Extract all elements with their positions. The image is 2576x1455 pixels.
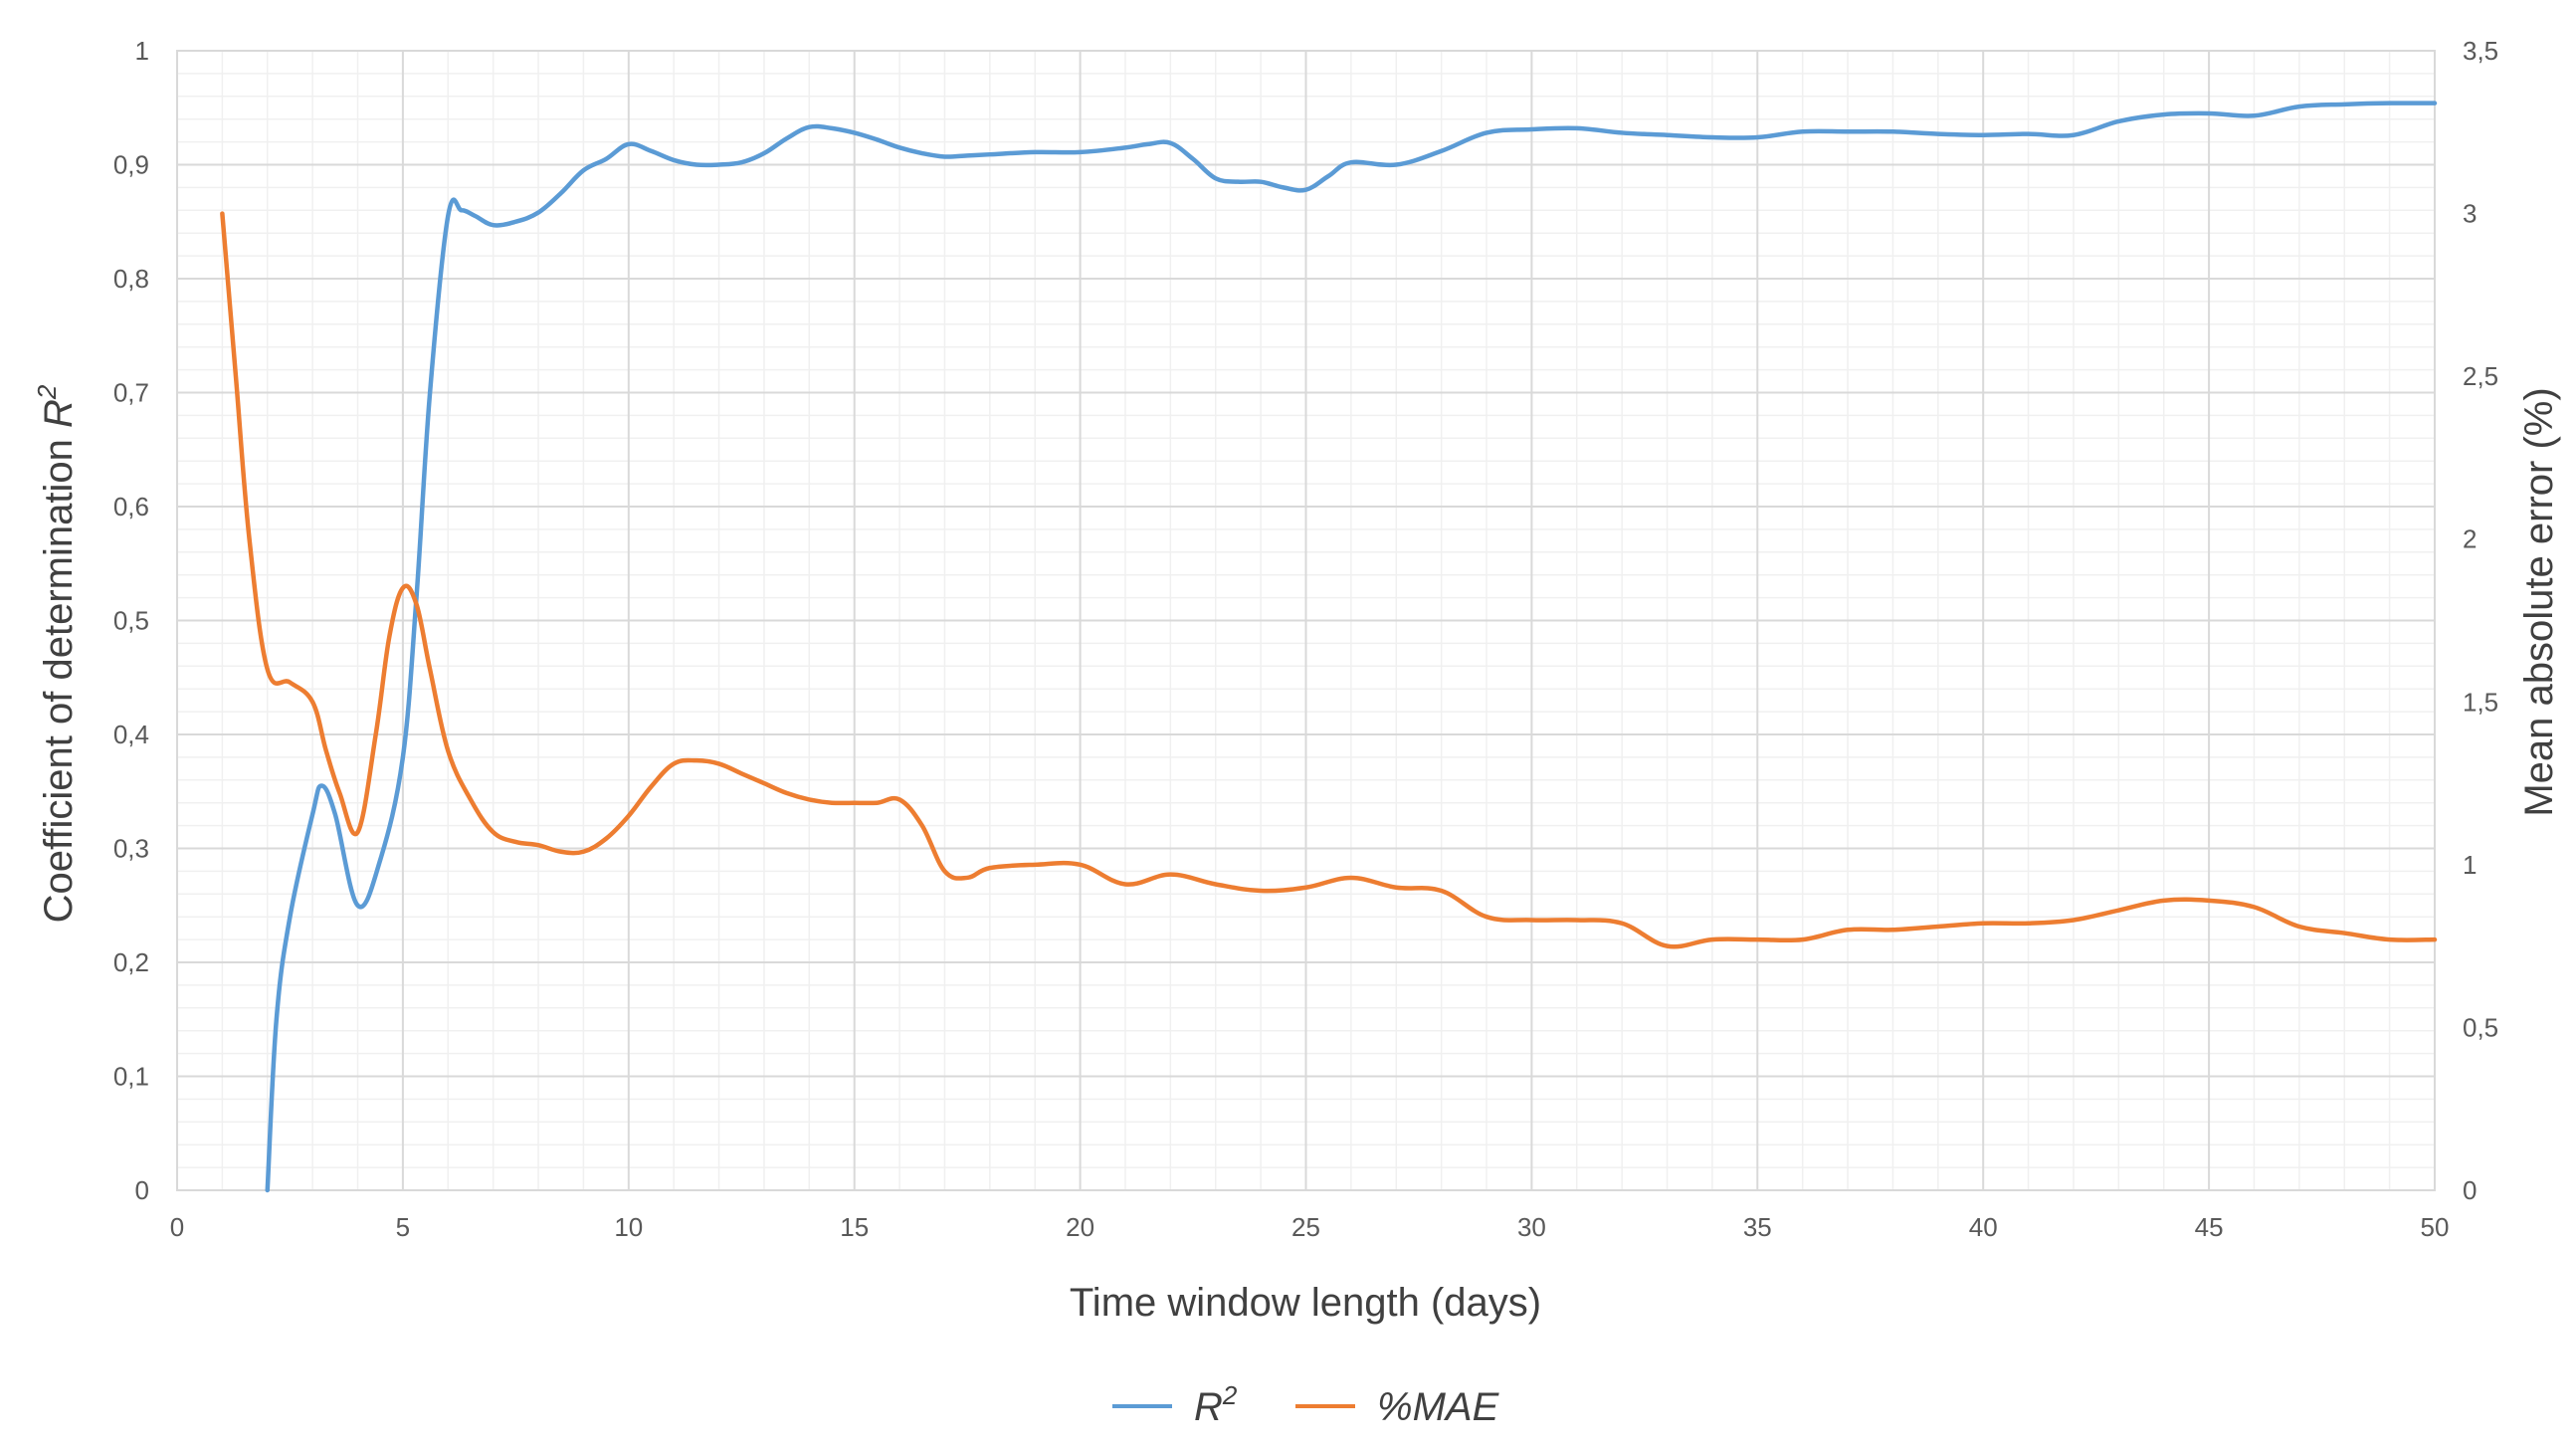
x-tick-label: 25 (1291, 1212, 1320, 1242)
left-y-tick-label: 0,5 (113, 606, 149, 636)
legend-label-r2-superscript: 2 (1222, 1380, 1238, 1410)
right-y-tick-label: 1 (2463, 850, 2477, 880)
left-y-axis-title-space (37, 428, 81, 439)
left-y-axis-title-symbol: R (37, 399, 81, 428)
x-tick-label: 30 (1517, 1212, 1546, 1242)
left-y-axis-title-superscript: 2 (32, 384, 62, 400)
right-y-axis-title: Mean absolute error (%) (2517, 387, 2561, 816)
left-y-tick-label: 0,4 (113, 720, 149, 749)
legend-label-r2: R2 (1194, 1380, 1238, 1429)
left-y-tick-label: 0,8 (113, 264, 149, 294)
x-axis-title: Time window length (days) (1070, 1281, 1541, 1325)
right-y-tick-label: 0 (2463, 1175, 2477, 1205)
left-y-axis-title-text: Coefficient of determination (37, 439, 81, 923)
legend: R2 %MAE (1112, 1380, 1500, 1429)
x-tick-label: 10 (614, 1212, 643, 1242)
left-y-tick-label: 0,2 (113, 947, 149, 977)
right-y-tick-label: 2,5 (2463, 361, 2498, 391)
x-tick-label: 5 (396, 1212, 410, 1242)
left-y-tick-label: 0,6 (113, 492, 149, 521)
series-lines (220, 101, 2438, 1193)
x-tick-label: 35 (1743, 1212, 1772, 1242)
x-tick-label: 20 (1066, 1212, 1094, 1242)
right-y-tick-label: 3 (2463, 199, 2477, 229)
plot-area-frame (176, 50, 2436, 1191)
right-y-tick-label: 2 (2463, 524, 2477, 554)
right-y-tick-label: 0,5 (2463, 1012, 2498, 1042)
x-tick-label: 15 (840, 1212, 869, 1242)
right-y-axis-ticks: 0 0,5 1 1,5 2 2,5 3 3,5 (2463, 36, 2498, 1205)
x-tick-label: 45 (2195, 1212, 2224, 1242)
left-y-tick-label: 1 (135, 36, 149, 66)
legend-label-mae: %MAE (1377, 1385, 1500, 1429)
series-line-r2 (265, 101, 2438, 1193)
left-y-tick-label: 0,1 (113, 1062, 149, 1092)
left-y-tick-label: 0,9 (113, 150, 149, 180)
left-y-axis-title: Coefficient of determination R2 (32, 384, 81, 923)
legend-label-r2-text: R (1194, 1385, 1223, 1429)
right-y-tick-label: 3,5 (2463, 36, 2498, 66)
left-y-axis-ticks: 0 0,1 0,2 0,3 0,4 0,5 0,6 0,7 0,8 0,9 1 (113, 36, 149, 1205)
x-tick-label: 50 (2421, 1212, 2450, 1242)
series-line-mae (220, 211, 2438, 949)
x-axis-ticks: 0 5 10 15 20 25 30 35 40 45 50 (170, 1212, 2450, 1242)
x-tick-label: 40 (1969, 1212, 1998, 1242)
left-y-tick-label: 0 (135, 1175, 149, 1205)
right-y-tick-label: 1,5 (2463, 687, 2498, 717)
left-y-tick-label: 0,3 (113, 834, 149, 864)
x-tick-label: 0 (170, 1212, 184, 1242)
left-y-tick-label: 0,7 (113, 378, 149, 408)
